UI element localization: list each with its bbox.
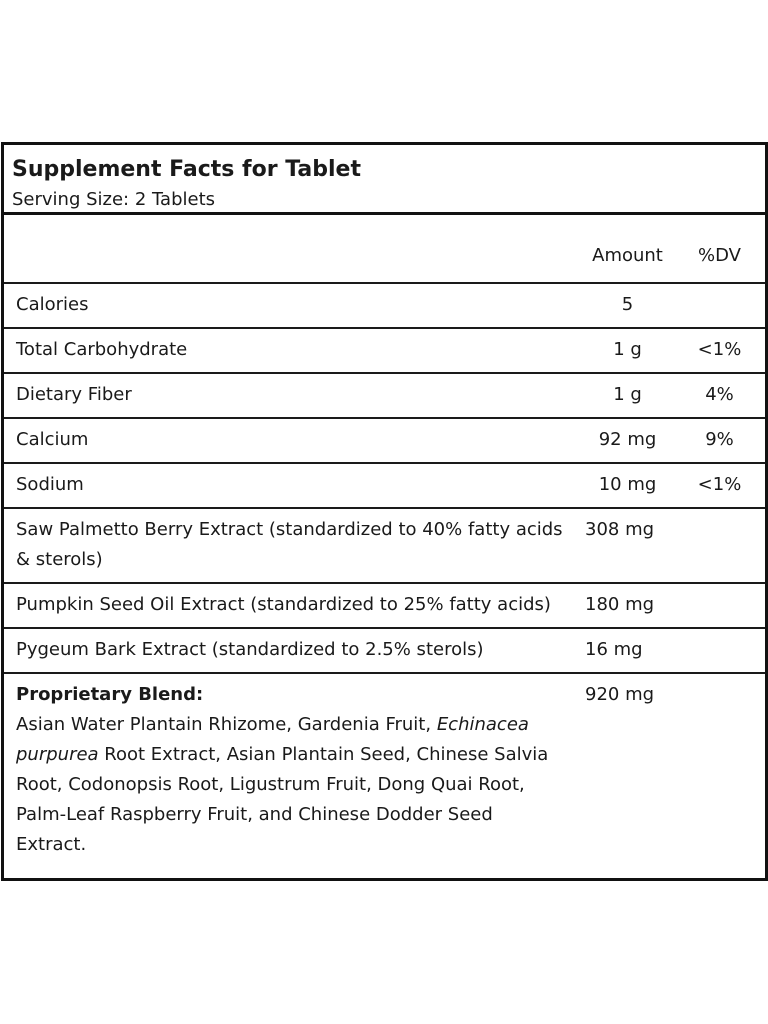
ingredient-dv [674,583,765,628]
nutrient-name: Sodium [16,474,84,495]
table-row: Sodium 10 mg <1% [4,463,765,508]
nutrient-name: Calories [16,294,89,315]
nutrient-amount: 92 mg [598,429,657,450]
column-header-amount: Amount [592,245,663,266]
facts-table: Amount %DV Calories 5 Total Carbohydrate… [4,215,765,867]
nutrient-amount: 5 [621,294,634,315]
ingredient-name: Pygeum Bark Extract (standardized to 2.5… [16,639,484,660]
blend-amount: 920 mg [585,684,655,705]
table-row: Pygeum Bark Extract (standardized to 2.5… [4,628,765,673]
blend-dv [674,673,765,867]
ingredient-dv [674,508,765,583]
ingredient-amount: 180 mg [585,594,655,615]
serving-size: Serving Size: 2 Tablets [12,189,216,210]
nutrient-amount: 10 mg [598,474,657,495]
nutrient-amount: 1 g [613,384,642,405]
blend-ingredients-part-1: Asian Water Plantain Rhizome, Gardenia F… [16,714,437,735]
ingredient-dv [674,628,765,673]
nutrient-dv: 9% [705,429,734,450]
facts-header: Supplement Facts for Tablet Serving Size… [4,145,765,215]
ingredient-name: Pumpkin Seed Oil Extract (standardized t… [16,594,551,615]
facts-title: Supplement Facts for Tablet [12,157,361,182]
supplement-facts-panel: Supplement Facts for Tablet Serving Size… [1,142,768,881]
ingredient-amount: 16 mg [585,639,643,660]
table-row: Dietary Fiber 1 g 4% [4,373,765,418]
nutrient-dv: <1% [697,474,742,495]
nutrient-amount: 1 g [613,339,642,360]
blend-ingredients-italic: Echinacea purpurea [16,714,529,765]
blend-ingredients: Asian Water Plantain Rhizome, Gardenia F… [16,710,563,860]
nutrient-dv [674,283,765,328]
proprietary-blend: Proprietary Blend: Asian Water Plantain … [4,673,581,867]
table-row: Total Carbohydrate 1 g <1% [4,328,765,373]
nutrient-name: Total Carbohydrate [16,339,188,360]
nutrient-name: Calcium [16,429,89,450]
column-header-name [4,215,581,283]
column-header-dv: %DV [698,245,741,266]
blend-ingredients-part-2: Root Extract, Asian Plantain Seed, Chine… [16,744,549,855]
nutrient-dv: 4% [705,384,734,405]
table-row: Saw Palmetto Berry Extract (standardized… [4,508,765,583]
proprietary-blend-row: Proprietary Blend: Asian Water Plantain … [4,673,765,867]
nutrient-dv: <1% [697,339,742,360]
ingredient-amount: 308 mg [585,519,655,540]
blend-title: Proprietary Blend: [16,684,204,705]
nutrient-name: Dietary Fiber [16,384,132,405]
table-row: Calories 5 [4,283,765,328]
table-row: Calcium 92 mg 9% [4,418,765,463]
column-header-row: Amount %DV [4,215,765,283]
ingredient-name: Saw Palmetto Berry Extract (standardized… [16,519,563,570]
table-row: Pumpkin Seed Oil Extract (standardized t… [4,583,765,628]
